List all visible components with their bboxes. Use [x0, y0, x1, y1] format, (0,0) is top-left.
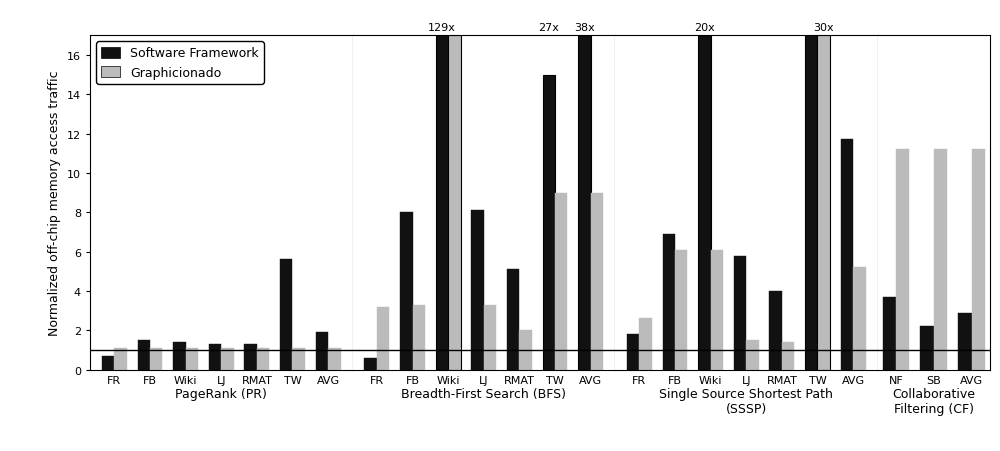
Bar [186, 348, 198, 370]
Bar [698, 36, 711, 370]
Bar [280, 260, 292, 370]
X-axis label: Collaborative
Filtering (CF): Collaborative Filtering (CF) [892, 387, 975, 415]
Bar [663, 235, 675, 370]
Bar [507, 270, 519, 370]
Bar [150, 348, 162, 370]
Bar [114, 348, 127, 370]
Bar [138, 341, 150, 370]
Bar [519, 331, 532, 370]
Bar [896, 150, 909, 370]
Bar [920, 327, 934, 370]
Bar [292, 348, 305, 370]
Text: 27x: 27x [538, 23, 559, 33]
Bar [364, 358, 377, 370]
Bar [627, 335, 639, 370]
Bar [448, 36, 461, 370]
Text: 30x: 30x [813, 23, 834, 33]
Bar [591, 193, 603, 370]
Bar [471, 211, 484, 370]
Bar [543, 75, 555, 370]
Text: 20x: 20x [694, 23, 715, 33]
Legend: Software Framework, Graphicionado: Software Framework, Graphicionado [96, 42, 264, 84]
Bar [711, 250, 723, 370]
Bar [639, 319, 652, 370]
Bar [883, 297, 896, 370]
Bar [782, 342, 794, 370]
Bar [734, 256, 746, 370]
Bar [316, 332, 328, 370]
Bar [257, 348, 269, 370]
Bar [578, 36, 591, 370]
Bar [841, 140, 853, 370]
Text: 129x: 129x [428, 23, 456, 33]
Bar [328, 348, 341, 370]
Bar [958, 313, 972, 370]
X-axis label: Single Source Shortest Path
(SSSP): Single Source Shortest Path (SSSP) [659, 387, 833, 415]
Bar [413, 305, 425, 370]
Bar [377, 307, 389, 370]
Bar [853, 268, 866, 370]
Bar [436, 36, 448, 370]
Bar [102, 356, 114, 370]
Bar [400, 213, 413, 370]
Bar [805, 36, 817, 370]
Bar [484, 305, 496, 370]
Bar [244, 344, 257, 370]
X-axis label: PageRank (PR): PageRank (PR) [175, 387, 267, 400]
Bar [746, 341, 759, 370]
Bar [817, 36, 830, 370]
Bar [221, 348, 234, 370]
Bar [555, 193, 567, 370]
Y-axis label: Normalized off-chip memory access traffic: Normalized off-chip memory access traffi… [48, 70, 61, 336]
Bar [972, 150, 985, 370]
Bar [934, 150, 947, 370]
Bar [173, 342, 186, 370]
Bar [769, 291, 782, 370]
X-axis label: Breadth-First Search (BFS): Breadth-First Search (BFS) [401, 387, 566, 400]
Bar [209, 344, 221, 370]
Text: 38x: 38x [574, 23, 595, 33]
Bar [675, 250, 687, 370]
